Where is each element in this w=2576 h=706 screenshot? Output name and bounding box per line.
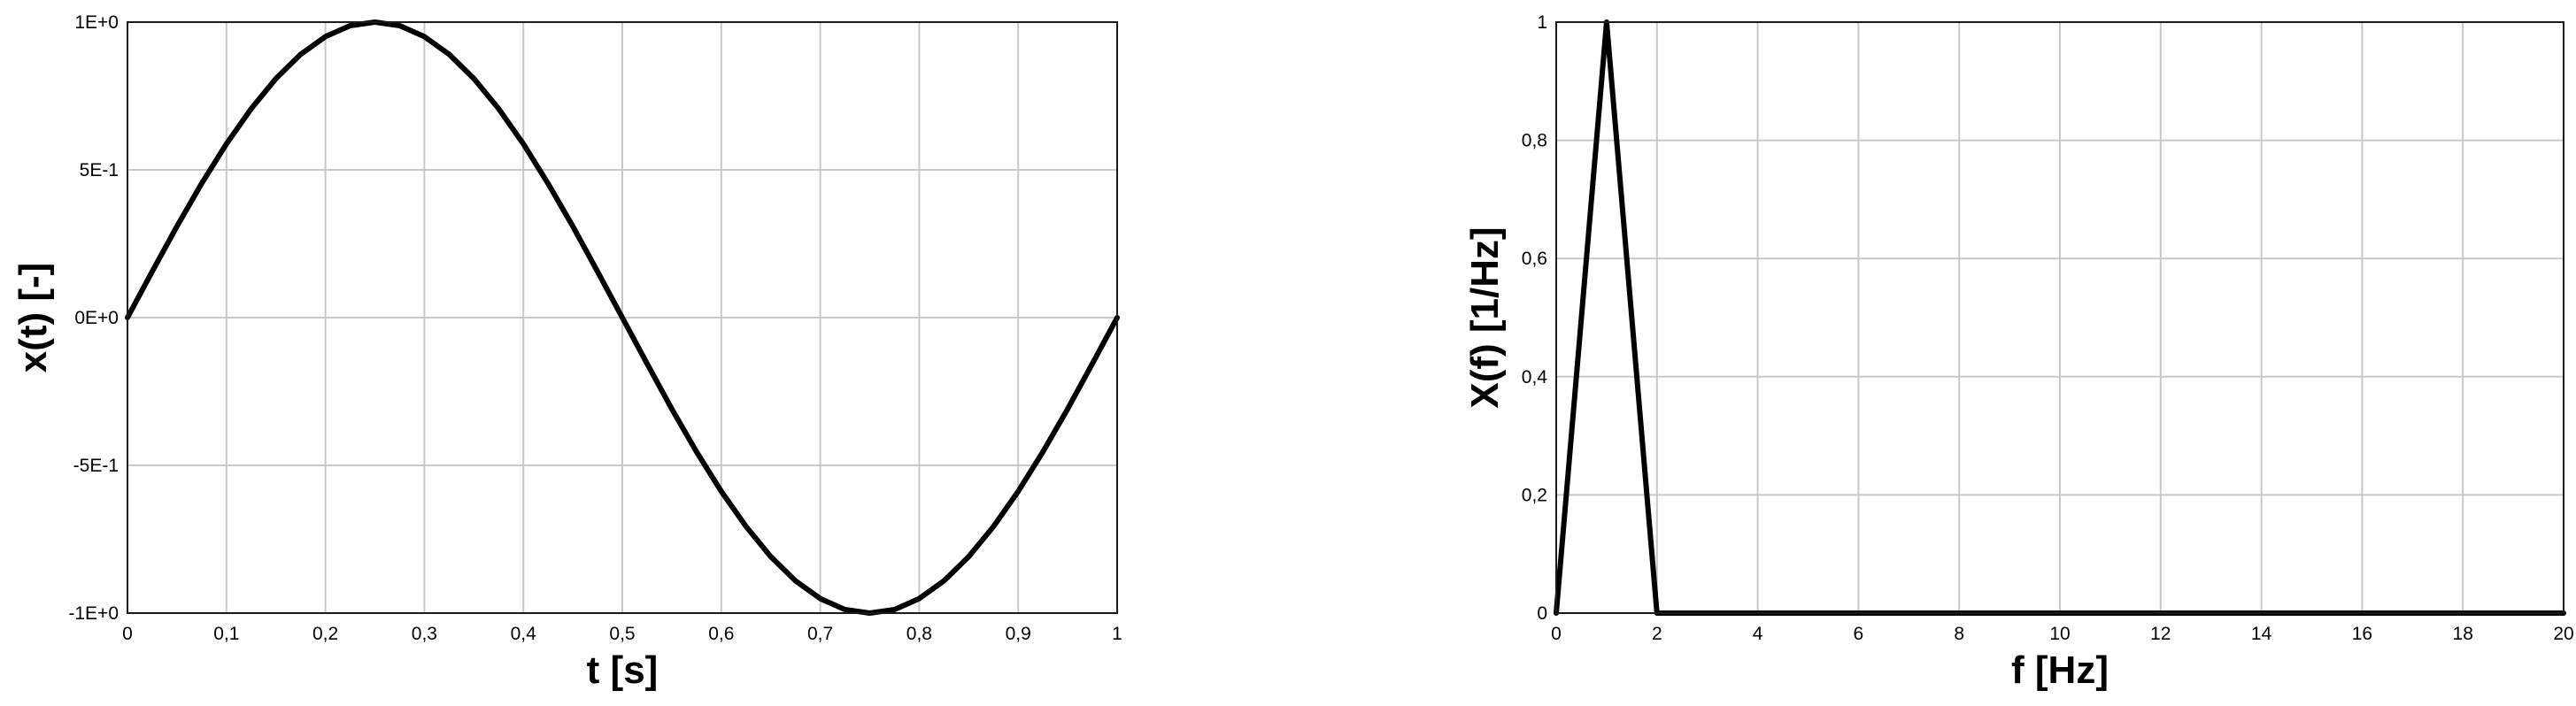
time-chart-x-tick-label: 0,2 <box>312 624 338 644</box>
time-chart-x-tick-label: 1 <box>1112 624 1122 644</box>
time-chart-series <box>125 19 1120 616</box>
spectrum-chart-x-tick-label: 10 <box>2049 624 2070 644</box>
spectrum-chart-y-tick-label: 0,4 <box>1522 367 1548 388</box>
time-chart-y-tick-label: 1E+0 <box>74 12 119 33</box>
time-chart-series-line <box>125 19 1120 616</box>
time-chart-x-tick-label: 0,8 <box>906 624 932 644</box>
spectrum-chart-y-ticks: 1 0,8 0,6 0,4 0,2 0 <box>1522 12 1548 624</box>
spectrum-chart-plot-frame <box>1555 21 2564 614</box>
spectrum-chart-x-tick-label: 8 <box>1954 624 1964 644</box>
spectrum-chart-x-tick-label: 16 <box>2352 624 2372 644</box>
spectrum-chart-y-tick-label: 0 <box>1537 603 1547 624</box>
spectrum-chart-grid <box>1555 21 2564 614</box>
time-signal-chart: 0 0,1 0,2 0,3 0,4 0,5 0,6 0,7 0,8 0,9 1 1E+0 5E-1 0E… <box>12 12 1122 692</box>
spectrum-chart-y-tick-label: 0,6 <box>1522 249 1547 269</box>
time-chart-y-tick-label: -5E-1 <box>73 456 119 476</box>
spectrum-chart-y-tick-label: 0,2 <box>1522 485 1547 505</box>
time-chart-y-ticks: 1E+0 5E-1 0E+0 -5E-1 -1E+0 <box>68 12 119 624</box>
time-chart-x-tick-label: 0,6 <box>708 624 734 644</box>
time-chart-x-tick-label: 0,4 <box>511 624 537 644</box>
time-chart-x-tick-label: 0 <box>122 624 133 644</box>
spectrum-chart: 0 2 4 6 8 10 12 14 16 18 20 10,80,60,40,20 f [Hz] … <box>1463 12 2574 692</box>
time-chart-x-tick-label: 0,3 <box>412 624 437 644</box>
spectrum-chart-x-tick-label: 18 <box>2453 624 2473 644</box>
spectrum-chart-x-tick-label: 4 <box>1753 624 1763 644</box>
spectrum-chart-x-tick-label: 0 <box>1551 624 1562 644</box>
spectrum-chart-y-tick-label: 1 <box>1537 12 1547 33</box>
time-chart-y-tick-label: 5E-1 <box>80 160 119 180</box>
spectrum-chart-x-axis-title: f [Hz] <box>2011 648 2109 692</box>
time-chart-x-tick-label: 0,7 <box>807 624 833 644</box>
spectrum-chart-y-axis-title: X(f) [1/Hz] <box>1463 226 1507 408</box>
time-chart-x-tick-label: 0,9 <box>1006 624 1031 644</box>
spectrum-chart-x-tick-label: 2 <box>1652 624 1662 644</box>
spectrum-chart-x-ticks: 0 2 4 6 8 10 12 14 16 18 20 <box>1551 624 2574 644</box>
spectrum-chart-x-tick-label: 20 <box>2553 624 2573 644</box>
time-chart-y-tick-label: 0E+0 <box>74 308 119 328</box>
time-chart-y-tick-label: -1E+0 <box>68 603 119 624</box>
time-chart-x-ticks: 0 0,1 0,2 0,3 0,4 0,5 0,6 0,7 0,8 0,9 1 <box>122 624 1122 644</box>
spectrum-chart-x-tick-label: 14 <box>2251 624 2272 644</box>
time-chart-plot-frame <box>127 21 1118 614</box>
time-chart-x-tick-label: 0,1 <box>213 624 239 644</box>
spectrum-chart-x-tick-label: 6 <box>1854 624 1864 644</box>
spectrum-chart-y-tick-label: 0,8 <box>1522 131 1547 151</box>
time-chart-x-tick-label: 0,5 <box>609 624 635 644</box>
time-chart-y-axis-title: x(t) [-] <box>12 263 55 373</box>
spectrum-chart-x-tick-label: 12 <box>2150 624 2171 644</box>
time-chart-x-axis-title: t [s] <box>587 648 659 692</box>
